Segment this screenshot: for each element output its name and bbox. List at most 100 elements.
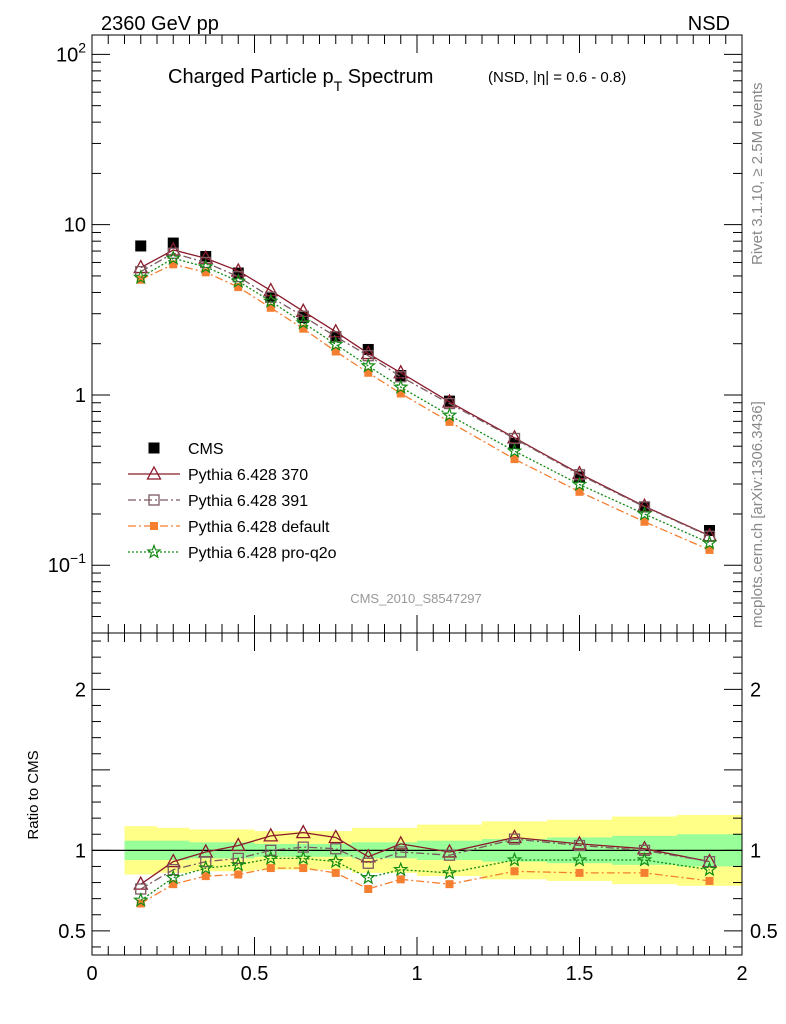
ratio-point-pythia-6-428-default (575, 868, 584, 877)
data-point-pythia-6-428-pro-q2o (392, 379, 409, 394)
data-point-pythia-6-428-pro-q2o (360, 357, 377, 373)
ratio-y-tick-label-right: 2 (750, 679, 761, 701)
data-point-pythia-6-428-pro-q2o (197, 258, 214, 274)
ratio-point-pythia-6-428-370 (165, 853, 181, 868)
data-point-pythia-6-428-391 (638, 501, 651, 513)
ratio-y-tick-label: 2 (75, 679, 86, 701)
ratio-point-pythia-6-428-default (445, 880, 454, 889)
ratio-point-pythia-6-428-default (705, 876, 714, 885)
ratio-point-pythia-6-428-370 (328, 829, 344, 844)
data-point-pythia-6-428-pro-q2o (262, 293, 279, 308)
ratio-point-pythia-6-428-pro-q2o (571, 851, 588, 867)
ratio-point-pythia-6-428-391 (232, 852, 244, 865)
x-tick-label: 0.5 (241, 963, 269, 985)
ratio-point-pythia-6-428-391 (362, 857, 374, 869)
data-point-cms (362, 343, 374, 355)
data-point-pythia-6-428-pro-q2o (571, 476, 588, 492)
ratio-point-pythia-6-428-pro-q2o (197, 859, 214, 875)
legend-marker-pythia-6-428-default (150, 522, 158, 530)
ratio-point-pythia-6-428-pro-q2o (165, 869, 182, 885)
ratio-point-pythia-6-428-pro-q2o (392, 861, 409, 877)
ratio-point-pythia-6-428-391 (703, 855, 716, 868)
ratio-point-pythia-6-428-default (201, 872, 210, 881)
legend: CMS Pythia 6.428 370 Pythia 6.428 391 Pythi… (128, 441, 337, 562)
data-point-pythia-6-428-pro-q2o (230, 273, 247, 288)
data-point-cms (395, 370, 407, 382)
data-point-pythia-6-428-default (266, 303, 275, 312)
data-point-pythia-6-428-391 (232, 271, 244, 283)
ratio-ylabel: Ratio to CMS (25, 750, 42, 839)
ratio-point-pythia-6-428-370 (441, 843, 458, 858)
ratio-point-pythia-6-428-391 (508, 833, 521, 845)
ratio-point-pythia-6-428-pro-q2o (360, 869, 377, 885)
data-point-pythia-6-428-pro-q2o (165, 250, 182, 265)
data-point-pythia-6-428-pro-q2o (506, 442, 523, 458)
chart-title-post: Spectrum (342, 66, 433, 88)
data-point-cms (704, 524, 715, 536)
data-point-pythia-6-428-default (510, 455, 519, 464)
x-tick-label: 1.5 (566, 963, 594, 985)
ratio-y-tick-label-right: 0.5 (750, 921, 778, 943)
ratio-point-pythia-6-428-pro-q2o (295, 850, 312, 866)
ratio-point-pythia-6-428-370 (506, 829, 523, 844)
ratio-point-pythia-6-428-370 (263, 827, 279, 842)
y-tick-label: 10 (64, 215, 86, 237)
legend-label-cms: CMS (188, 441, 224, 458)
data-point-cms (200, 251, 212, 263)
chart-title-main: Charged Particle p (168, 66, 334, 88)
data-point-pythia-6-428-default (331, 347, 340, 356)
ratio-point-pythia-6-428-391 (395, 846, 407, 858)
ratio-y-tick-label: 1 (75, 840, 86, 862)
ratio-point-pythia-6-428-pro-q2o (701, 861, 718, 877)
ratio-point-pythia-6-428-391 (443, 849, 456, 861)
ratio-point-pythia-6-428-default (234, 870, 243, 879)
ratio-point-pythia-6-428-370 (230, 837, 246, 852)
ratio-y-tick-label-right: 1 (750, 840, 761, 862)
series-line-pythia-6-428-pro-q2o (140, 257, 710, 544)
data-point-cms (135, 240, 147, 252)
ratio-point-pythia-6-428-370 (571, 835, 588, 850)
ratio-plot-panel: 0.5 0.51 12 20 0.5 1 1.5 2 Ratio to CMS (25, 632, 778, 985)
mcplots-label: mcplots.cern.ch [arXiv:1306.3436] (749, 401, 766, 628)
data-point-pythia-6-428-pro-q2o (441, 407, 458, 422)
series-line-pythia-6-428-default (140, 263, 710, 551)
data-point-pythia-6-428-370 (441, 393, 458, 408)
ratio-point-pythia-6-428-default (331, 868, 340, 877)
ratio-point-pythia-6-428-391 (167, 864, 179, 876)
data-point-pythia-6-428-391 (703, 530, 716, 542)
data-point-pythia-6-428-default (201, 268, 210, 277)
legend-marker-pythia-6-428-391 (148, 494, 160, 506)
ratio-line-pythia-6-428-370 (140, 831, 710, 885)
data-point-pythia-6-428-391 (330, 331, 342, 343)
data-point-pythia-6-428-391 (573, 469, 586, 481)
data-point-pythia-6-428-default (705, 545, 714, 554)
ratio-y-tick-label: 0.5 (58, 921, 86, 943)
ratio-point-pythia-6-428-pro-q2o (327, 853, 344, 869)
legend-marker-pythia-6-428-370 (146, 465, 162, 480)
ratio-point-pythia-6-428-391 (638, 844, 651, 856)
x-tick-label: 0 (86, 963, 97, 985)
ratio-point-pythia-6-428-pro-q2o (441, 864, 458, 880)
data-point-pythia-6-428-391 (200, 256, 212, 269)
header-left: 2360 GeV pp (101, 13, 219, 35)
y-tick-label: 1 (75, 385, 86, 407)
legend-marker-cms (148, 442, 160, 454)
analysis-watermark: CMS_2010_S8547297 (350, 591, 482, 606)
ratio-point-pythia-6-428-370 (360, 848, 376, 863)
data-point-pythia-6-428-391 (297, 310, 309, 322)
ratio-point-pythia-6-428-pro-q2o (636, 851, 653, 867)
ratio-point-pythia-6-428-default (510, 867, 519, 876)
data-point-pythia-6-428-pro-q2o (636, 505, 653, 521)
ratio-point-pythia-6-428-pro-q2o (230, 856, 247, 872)
ratio-point-pythia-6-428-pro-q2o (132, 892, 149, 907)
chart-subtitle: (NSD, |η| = 0.6 - 0.8) (488, 69, 626, 86)
data-point-pythia-6-428-pro-q2o (701, 534, 718, 550)
ratio-point-pythia-6-428-default (364, 884, 373, 893)
ratio-plot-frame (91, 632, 743, 956)
data-point-pythia-6-428-370 (636, 497, 653, 512)
data-point-pythia-6-428-391 (265, 291, 277, 303)
ratio-point-pythia-6-428-370 (295, 824, 311, 839)
data-point-pythia-6-428-default (575, 487, 584, 496)
data-point-pythia-6-428-default (640, 517, 649, 526)
data-point-pythia-6-428-pro-q2o (295, 314, 312, 330)
